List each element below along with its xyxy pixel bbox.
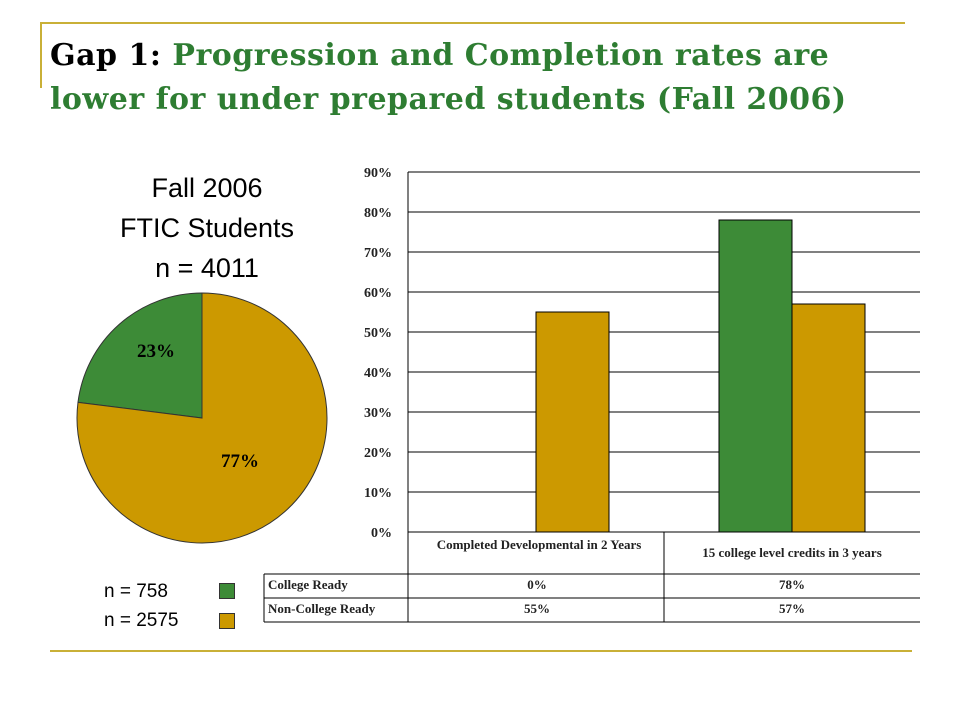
pie-label-college-ready: 23% (137, 341, 175, 362)
left-rule (40, 22, 42, 88)
bar-non-college-ready-cat-2 (791, 303, 866, 533)
pie-label-non-college-ready: 77% (221, 451, 259, 472)
pie-slice-college-ready (77, 292, 203, 419)
table-header-cat-1: Completed Developmental in 2 Years (436, 537, 642, 552)
y-tick-label: 20% (364, 446, 392, 461)
title-colon: : (149, 38, 162, 73)
y-tick-label: 90% (364, 166, 392, 181)
table-row-label-college-ready: College Ready (268, 577, 348, 592)
top-rule (40, 22, 905, 24)
title-text-1: Progression and Completion rates are (172, 38, 830, 73)
bar-college-ready-cat-2 (718, 219, 793, 533)
title-line-2: lower for under prepared students (Fall … (50, 82, 847, 117)
legend-label-college-ready: n = 758 (104, 581, 168, 602)
table-row-label-non-college-ready: Non-College Ready (268, 601, 376, 616)
y-tick-label: 40% (364, 366, 392, 381)
y-tick-label: 10% (364, 486, 392, 501)
y-tick-label: 60% (364, 286, 392, 301)
table-header-cat-2: 15 college level credits in 3 years (702, 545, 882, 560)
bar-non-college-ready-cat-1 (535, 311, 610, 533)
title-line-1: Gap 1: Progression and Completion rates … (50, 34, 930, 78)
pie-title: Fall 2006 FTIC Students n = 4011 (82, 168, 332, 288)
pie-slice-non-college-ready (76, 292, 328, 544)
table-cell-ncr-cat-2: 57% (779, 601, 805, 616)
pie-title-line-3: n = 4011 (155, 253, 259, 283)
pie-title-line-2: FTIC Students (119, 213, 295, 243)
table-cell-cr-cat-2: 78% (779, 577, 805, 592)
legend-swatch-college-ready (219, 583, 235, 599)
table-cell-ncr-cat-1: 55% (524, 601, 550, 616)
y-tick-label: 80% (364, 206, 392, 221)
y-tick-label: 70% (364, 246, 392, 261)
legend-label-non-college-ready: n = 2575 (104, 610, 179, 631)
bottom-rule (50, 650, 912, 652)
legend-item-non-college-ready: n = 2575 (104, 610, 179, 632)
legend-item-college-ready: n = 758 (104, 581, 168, 603)
y-tick-label: 0% (371, 526, 392, 541)
legend-swatch-non-college-ready (219, 613, 235, 629)
slide-title: Gap 1: Progression and Completion rates … (50, 34, 930, 122)
y-tick-label: 50% (364, 326, 392, 341)
table-cell-cr-cat-1: 0% (527, 577, 547, 592)
y-tick-label: 30% (364, 406, 392, 421)
pie-title-line-1: Fall 2006 (151, 173, 263, 203)
title-gap-label: Gap 1 (50, 38, 150, 73)
